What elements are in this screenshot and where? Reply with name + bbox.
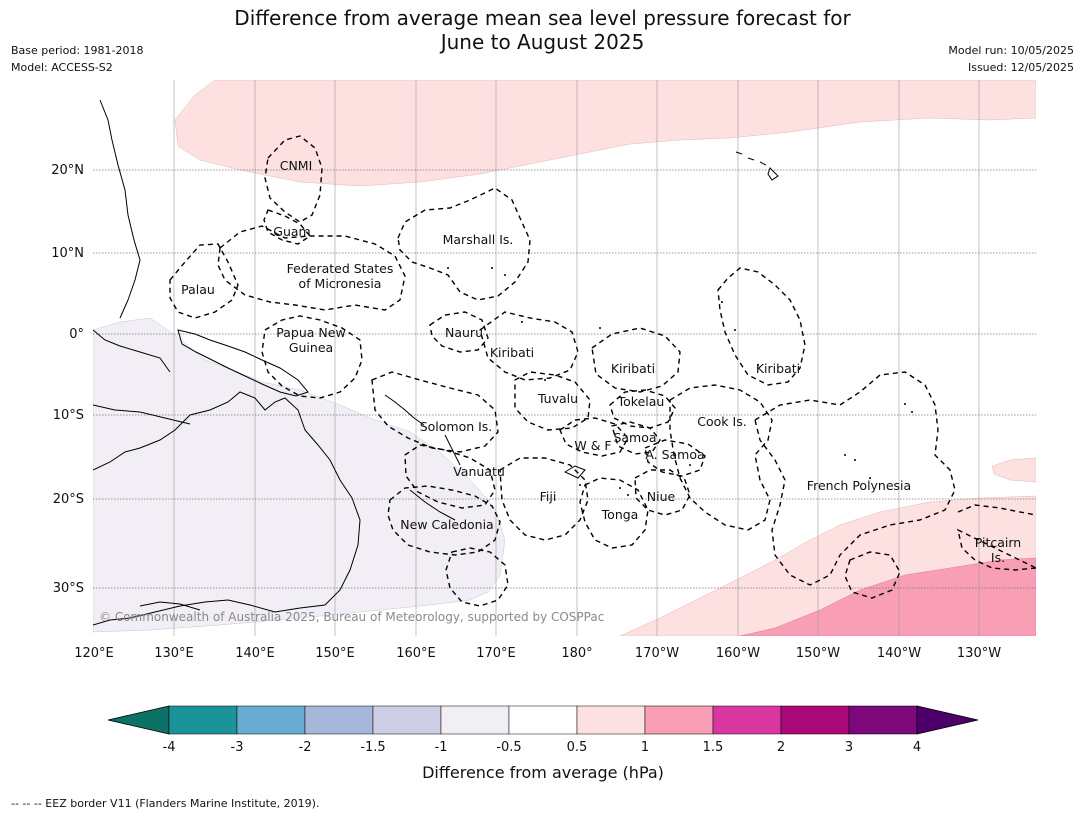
- region-label: Niue: [647, 489, 676, 504]
- colorbar-extend-high: [916, 705, 979, 735]
- latitude-lines: [93, 169, 1036, 589]
- region-label: Nauru: [445, 325, 483, 340]
- lon-tick-label: 180°: [561, 646, 592, 661]
- colorbar-tick-label: -2: [299, 740, 312, 755]
- longitude-axis: 120°E 130°E 140°E 150°E 160°E 170°E 180°…: [74, 646, 1001, 661]
- anomaly-region-negative: [93, 317, 506, 633]
- anomaly-region-east-patch: [991, 457, 1036, 483]
- colorbar-segment: [780, 705, 850, 735]
- region-label: Federated States: [287, 261, 394, 276]
- lon-tick-label: 150°W: [796, 646, 840, 661]
- lat-tick-label: 10°S: [53, 408, 84, 423]
- region-label: CNMI: [280, 158, 313, 173]
- region-label: French Polynesia: [807, 478, 911, 493]
- region-label: Guam: [273, 224, 310, 239]
- lon-tick-label: 150°E: [315, 646, 355, 661]
- metadata-right: Model run: 10/05/2025 Issued: 12/05/2025: [948, 42, 1074, 76]
- region-label: Marshall Is.: [443, 232, 514, 247]
- map-title: Difference from average mean sea level p…: [0, 6, 1085, 54]
- colorbar-tick-label: -3: [231, 740, 244, 755]
- region-labels: CNMI Guam Marshall Is. Federated States …: [181, 158, 1021, 565]
- region-label: A. Samoa: [645, 447, 704, 462]
- lon-tick-label: 170°E: [476, 646, 516, 661]
- colorbar-segment: [848, 705, 918, 735]
- lat-tick-label: 0°: [69, 327, 84, 342]
- colorbar-tick-label: 1.5: [703, 740, 724, 755]
- region-label: Guinea: [289, 340, 333, 355]
- copyright-text: © Commonwealth of Australia 2025, Bureau…: [99, 610, 604, 624]
- anomaly-region-north: [174, 80, 1036, 187]
- lon-tick-label: 140°W: [877, 646, 921, 661]
- eez-borders: [169, 135, 1036, 607]
- colorbar-tick-label: 2: [777, 740, 785, 755]
- lon-tick-label: 160°E: [396, 646, 436, 661]
- lat-tick-label: 30°S: [53, 581, 84, 596]
- colorbar-tick-label: -4: [163, 740, 176, 755]
- lat-tick-label: 10°N: [51, 246, 84, 261]
- colorbar-tick-label: -1.5: [360, 740, 385, 755]
- region-label: Palau: [181, 282, 215, 297]
- anomaly-region-south-strong: [739, 557, 1036, 636]
- colorbar-extend-low: [107, 705, 170, 735]
- lat-tick-label: 20°S: [53, 492, 84, 507]
- island-dots: [447, 267, 913, 496]
- title-line-2: June to August 2025: [440, 30, 645, 54]
- eez-footnote: -- -- -- EEZ border V11 (Flanders Marine…: [11, 797, 320, 810]
- colorbar-tick-labels: -4 -3 -2 -1.5 -1 -0.5 0.5 1 1.5 2 3 4: [163, 740, 922, 755]
- metadata-left: Base period: 1981-2018 Model: ACCESS-S2: [11, 42, 143, 76]
- region-label: Kiribati: [756, 361, 800, 376]
- region-label: of Micronesia: [299, 276, 382, 291]
- lon-tick-label: 140°E: [235, 646, 275, 661]
- region-label: Tokelau: [617, 394, 665, 409]
- lon-tick-label: 130°E: [154, 646, 194, 661]
- region-label: Cook Is.: [697, 414, 746, 429]
- colorbar-tick-label: 1: [641, 740, 649, 755]
- colorbar-segment: [304, 705, 374, 735]
- colorbar-segment: [712, 705, 782, 735]
- region-label: Pitcairn: [975, 535, 1021, 550]
- colorbar-tick-label: 3: [845, 740, 853, 755]
- lon-tick-label: 120°E: [74, 646, 114, 661]
- colorbar-label: Difference from average (hPa): [422, 763, 664, 782]
- colorbar-segment: [236, 705, 306, 735]
- model-text: Model: ACCESS-S2: [11, 61, 113, 74]
- colorbar: [107, 705, 979, 735]
- region-label: Tuvalu: [537, 391, 578, 406]
- graticule-lines: [173, 80, 980, 636]
- latitude-axis: 20°N 10°N 0° 10°S 20°S 30°S: [51, 163, 84, 596]
- region-label: Fiji: [540, 489, 557, 504]
- lon-tick-label: 130°W: [957, 646, 1001, 661]
- colorbar-segment: [372, 705, 442, 735]
- colorbar-tick-label: -1: [435, 740, 448, 755]
- lon-tick-label: 160°W: [716, 646, 760, 661]
- colorbar-tick-label: -0.5: [496, 740, 521, 755]
- colorbar-segment: [576, 705, 646, 735]
- base-period-text: Base period: 1981-2018: [11, 44, 144, 57]
- region-label: New Caledonia: [400, 517, 493, 532]
- region-label: Is.: [991, 550, 1005, 565]
- region-label: Solomon Is.: [420, 419, 493, 434]
- colorbar-segment: [508, 705, 578, 735]
- colorbar-tick-label: 4: [913, 740, 921, 755]
- region-label: Kiribati: [490, 345, 534, 360]
- issued-text: Issued: 12/05/2025: [967, 61, 1074, 74]
- region-label: W & F: [574, 438, 611, 453]
- region-label: Samoa: [613, 430, 656, 445]
- region-label: Kiribati: [611, 361, 655, 376]
- colorbar-tick-label: 0.5: [567, 740, 588, 755]
- coastlines: [93, 99, 779, 626]
- region-label: Tonga: [601, 507, 639, 522]
- lon-tick-label: 170°W: [635, 646, 679, 661]
- colorbar-segment: [644, 705, 714, 735]
- colorbar-segment: [440, 705, 510, 735]
- region-label: Vanuatu: [453, 464, 505, 479]
- title-line-1: Difference from average mean sea level p…: [234, 6, 851, 30]
- colorbar-segment: [168, 705, 238, 735]
- region-label: Papua New: [276, 325, 345, 340]
- model-run-text: Model run: 10/05/2025: [948, 44, 1074, 57]
- lat-tick-label: 20°N: [51, 163, 84, 178]
